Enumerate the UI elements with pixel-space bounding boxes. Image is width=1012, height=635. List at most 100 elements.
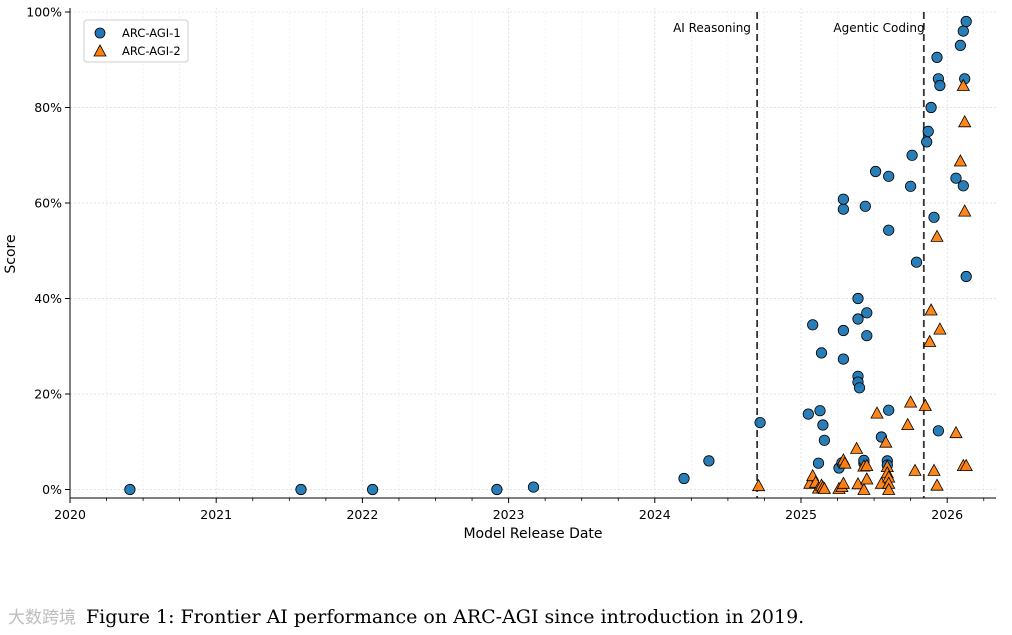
data-point-arc-agi-1 [853,382,866,394]
data-point-arc-agi-1 [883,170,895,182]
x-tick-label: 2026 [931,507,963,522]
legend-label-arc-agi-1: ARC-AGI-1 [122,26,181,40]
data-point-arc-agi-1 [921,136,933,148]
y-tick-label: 0% [42,482,62,497]
legend-label-arc-agi-2: ARC-AGI-2 [122,44,181,58]
data-point-arc-agi-1 [932,425,945,437]
data-point-arc-agi-1 [957,25,969,37]
data-point-arc-agi-2 [817,481,832,494]
data-point-arc-agi-2 [933,322,947,335]
x-tick-label: 2024 [639,507,671,522]
figure-caption: 大数跨境 Figure 1: Frontier AI performance on… [8,603,1008,628]
data-point-arc-agi-1 [678,472,690,485]
data-point-arc-agi-1 [837,203,850,215]
data-point-arc-agi-1 [922,125,934,137]
y-tick-label: 20% [34,387,62,402]
data-point-arc-agi-1 [883,404,895,416]
x-tick-label: 2023 [493,507,525,522]
data-point-arc-agi-2 [953,154,968,167]
y-tick-label: 40% [34,291,62,306]
data-point-arc-agi-2 [923,334,937,347]
annotation-ai-reasoning: AI Reasoning [673,21,751,35]
data-point-arc-agi-1 [861,307,873,319]
data-point-arc-agi-2 [751,478,766,492]
data-points [124,15,973,496]
data-point-arc-agi-1 [814,405,826,417]
scatter-chart: 2020 2021 2022 2023 2024 2025 2026 0% 20% 40% 60%… [3,5,996,542]
data-point-arc-agi-1 [954,39,967,52]
x-axis-label: Model Release Date [463,526,602,542]
data-point-arc-agi-2 [949,425,963,439]
y-tick-label: 80% [34,100,62,115]
gridlines [69,8,996,498]
x-tick-label: 2022 [346,507,378,522]
data-point-arc-agi-1 [818,434,831,446]
data-point-arc-agi-1 [859,200,871,212]
data-point-arc-agi-2 [860,458,874,471]
data-point-arc-agi-1 [837,353,850,365]
data-point-arc-agi-1 [934,79,946,92]
x-tick-label: 2020 [54,507,86,522]
data-point-arc-agi-1 [812,457,825,469]
data-point-arc-agi-2 [849,441,864,454]
data-point-arc-agi-2 [870,406,884,419]
annotation-agentic-coding: Agentic Coding [833,21,924,35]
data-point-arc-agi-2 [930,478,944,491]
data-point-arc-agi-1 [703,455,715,467]
legend-box [83,19,189,63]
y-axis-ticks: 0% 20% 40% 60% 80% 100% [26,5,70,497]
data-point-arc-agi-1 [754,416,766,429]
data-point-arc-agi-1 [807,319,819,331]
data-point-arc-agi-2 [879,435,893,448]
data-point-arc-agi-1 [527,481,540,493]
data-point-arc-agi-2 [958,204,972,217]
data-point-arc-agi-1 [960,15,972,28]
data-point-arc-agi-1 [925,101,937,114]
data-point-arc-agi-1 [931,51,943,64]
legend-marker-arc-agi-1 [94,27,106,39]
data-point-arc-agi-2 [857,482,871,495]
data-point-arc-agi-1 [295,483,307,496]
data-point-arc-agi-2 [908,463,922,476]
y-tick-label: 60% [34,196,62,211]
data-point-arc-agi-1 [910,256,923,268]
data-point-arc-agi-1 [852,313,864,325]
data-point-arc-agi-2 [927,463,941,476]
data-point-arc-agi-1 [852,292,864,305]
data-point-arc-agi-2 [918,398,932,411]
data-point-arc-agi-1 [837,193,850,205]
data-point-arc-agi-1 [817,419,829,431]
data-point-arc-agi-1 [906,149,918,161]
annotation-lines [756,12,925,498]
data-point-arc-agi-2 [903,395,918,408]
data-point-arc-agi-1 [837,324,850,337]
data-point-arc-agi-1 [960,270,972,283]
data-point-arc-agi-1 [869,165,882,178]
data-point-arc-agi-2 [930,229,944,242]
data-point-arc-agi-2 [924,303,938,316]
data-point-arc-agi-2 [958,114,972,128]
data-point-arc-agi-1 [957,180,969,192]
data-point-arc-agi-1 [950,172,962,184]
x-tick-label: 2021 [200,507,232,522]
data-point-arc-agi-1 [904,180,917,192]
caption-text: Figure 1: Frontier AI performance on ARC… [86,606,805,628]
y-axis-label: Score [3,234,19,273]
y-tick-label: 100% [26,5,62,20]
data-point-arc-agi-1 [815,347,828,359]
data-point-arc-agi-1 [124,483,136,496]
data-point-arc-agi-2 [959,458,973,471]
legend-marker-arc-agi-2 [93,44,107,57]
data-point-arc-agi-2 [956,78,970,91]
data-point-arc-agi-1 [491,483,503,496]
x-tick-label: 2025 [785,507,817,522]
data-point-arc-agi-2 [901,417,915,430]
data-point-arc-agi-1 [861,330,873,342]
data-point-arc-agi-1 [802,408,814,420]
x-axis-ticks: 2020 2021 2022 2023 2024 2025 2026 [54,498,985,522]
data-point-arc-agi-2 [836,476,851,489]
data-point-arc-agi-1 [883,224,895,236]
legend: ARC-AGI-1 ARC-AGI-2 [83,19,189,63]
data-point-arc-agi-2 [838,456,852,469]
data-point-arc-agi-2 [860,472,874,485]
